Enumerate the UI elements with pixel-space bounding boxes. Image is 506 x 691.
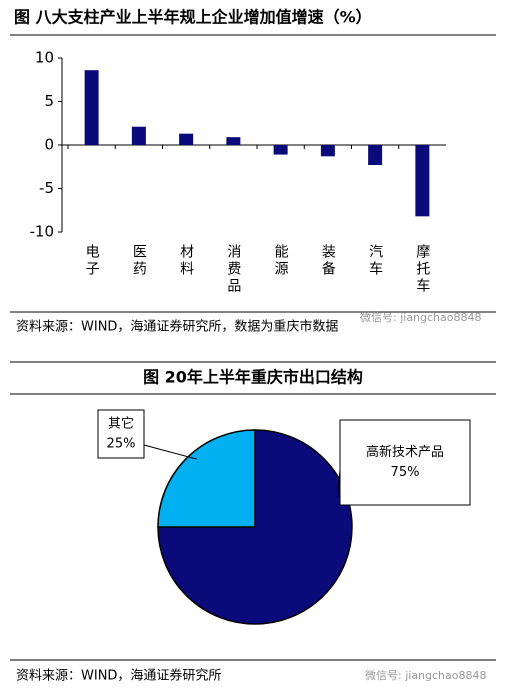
x-tick-label: 汽车 [367, 244, 383, 278]
bar [320, 145, 335, 157]
watermark: 微信号: jiangchao8848 [360, 310, 482, 324]
label-box [339, 419, 471, 506]
watermark: 微信号: jiangchao8848 [365, 668, 487, 682]
chart-title: 图 20年上半年重庆市出口结构 [143, 368, 363, 387]
slice-value: 75% [391, 465, 420, 480]
x-tick-label: 医药 [131, 244, 147, 278]
bar [131, 126, 146, 145]
bar [84, 70, 99, 145]
source: 资料来源：WIND，海通证券研究所，数据为重庆市数据 [16, 319, 338, 335]
y-tick-label: -5 [39, 179, 54, 197]
slice-label: 其它 [108, 416, 134, 432]
bar [368, 145, 383, 166]
bar [415, 145, 430, 217]
x-tick-label: 电子 [84, 244, 100, 278]
slice-value: 25% [107, 437, 136, 452]
y-tick-label: 5 [44, 92, 54, 110]
leader-line [143, 444, 197, 460]
pie-slice [157, 429, 256, 528]
x-tick-label: 材料 [178, 244, 194, 278]
bar [226, 137, 241, 145]
label-box [97, 409, 145, 459]
y-tick-label: -10 [30, 223, 55, 241]
y-tick-label: 0 [44, 136, 54, 154]
slice-label: 高新技术产品 [366, 444, 444, 460]
bar [179, 133, 194, 145]
pie-slice [157, 429, 353, 625]
x-tick-label: 消费品 [225, 244, 241, 295]
source: 资料来源：WIND，海通证券研究所 [16, 668, 221, 684]
bar [273, 145, 288, 155]
x-tick-label: 装备 [320, 244, 336, 278]
x-tick-label: 摩托车 [414, 243, 430, 295]
chart-title: 图 八大支柱产业上半年规上企业增加值增速（%） [14, 8, 372, 27]
x-tick-label: 能源 [273, 244, 289, 278]
y-tick-label: 10 [35, 49, 54, 67]
